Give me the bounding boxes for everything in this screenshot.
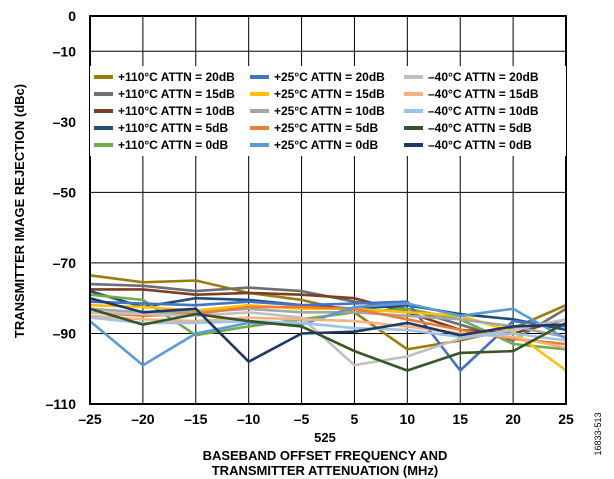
x-tick-label: –25 xyxy=(78,411,102,427)
legend-label: +25°C ATTN = 5dB xyxy=(274,121,378,135)
x-tick-label: –5 xyxy=(294,411,310,427)
legend-label: +110°C ATTN = 15dB xyxy=(118,87,235,101)
legend-label: –40°C ATTN = 0dB xyxy=(428,138,532,152)
y-tick-labels: 0 –10 –30 –50 –70 –90 –110 xyxy=(46,8,77,412)
figure-id: 16833-513 xyxy=(593,412,603,455)
legend-label: +110°C ATTN = 20dB xyxy=(118,70,235,84)
x-unit-text: 525 xyxy=(314,430,336,445)
series-line xyxy=(89,302,567,367)
series-layer xyxy=(89,274,567,372)
y-tick-label: 0 xyxy=(68,8,76,24)
legend-label: +110°C ATTN = 0dB xyxy=(118,138,229,152)
legend-label: –40°C ATTN = 15dB xyxy=(428,87,539,101)
series-line xyxy=(89,307,567,372)
legend-background xyxy=(90,66,566,156)
x-tick-label: –15 xyxy=(184,411,208,427)
plot-frame xyxy=(89,15,567,405)
x-tick-label: –10 xyxy=(237,411,261,427)
legend-label: –40°C ATTN = 10dB xyxy=(428,104,539,118)
x-tick-label: 20 xyxy=(505,411,521,427)
y-tick-label: –110 xyxy=(46,396,77,412)
x-axis-label-line-2: TRANSMITTER ATTENUATION (MHz) xyxy=(212,463,439,478)
series-line xyxy=(89,300,567,372)
y-axis-label: TRANSMITTER IMAGE REJECTION (dBc) xyxy=(12,84,27,338)
series-line xyxy=(89,296,567,364)
x-tick-labels: –25 –20 –15 –10 –5 5 10 15 20 25 xyxy=(78,411,574,427)
x-tick-label: 15 xyxy=(452,411,468,427)
y-tick-label: –50 xyxy=(53,184,77,200)
y-tick-label: –70 xyxy=(53,255,77,271)
series-line xyxy=(89,307,567,339)
x-tick-label: 25 xyxy=(558,411,574,427)
legend-label: +110°C ATTN = 10dB xyxy=(118,104,235,118)
x-tick-label: 5 xyxy=(351,411,359,427)
series-line xyxy=(89,316,567,342)
x-tick-label: –20 xyxy=(131,411,155,427)
y-tick-label: –10 xyxy=(53,43,77,59)
x-axis-label-line-1: BASEBAND OFFSET FREQUENCY AND xyxy=(203,448,448,463)
legend-label: +25°C ATTN = 0dB xyxy=(274,138,378,152)
legend-label: +25°C ATTN = 10dB xyxy=(274,104,385,118)
y-tick-label: –90 xyxy=(53,325,77,341)
legend-label: –40°C ATTN = 5dB xyxy=(428,121,532,135)
legend-label: +25°C ATTN = 20dB xyxy=(274,70,385,84)
x-tick-label: 10 xyxy=(400,411,416,427)
legend: +110°C ATTN = 20dB +110°C ATTN = 15dB +110… xyxy=(90,66,566,156)
legend-label: +110°C ATTN = 5dB xyxy=(118,121,229,135)
y-tick-label: –30 xyxy=(53,114,77,130)
legend-label: +25°C ATTN = 15dB xyxy=(274,87,385,101)
legend-label: –40°C ATTN = 20dB xyxy=(428,70,539,84)
